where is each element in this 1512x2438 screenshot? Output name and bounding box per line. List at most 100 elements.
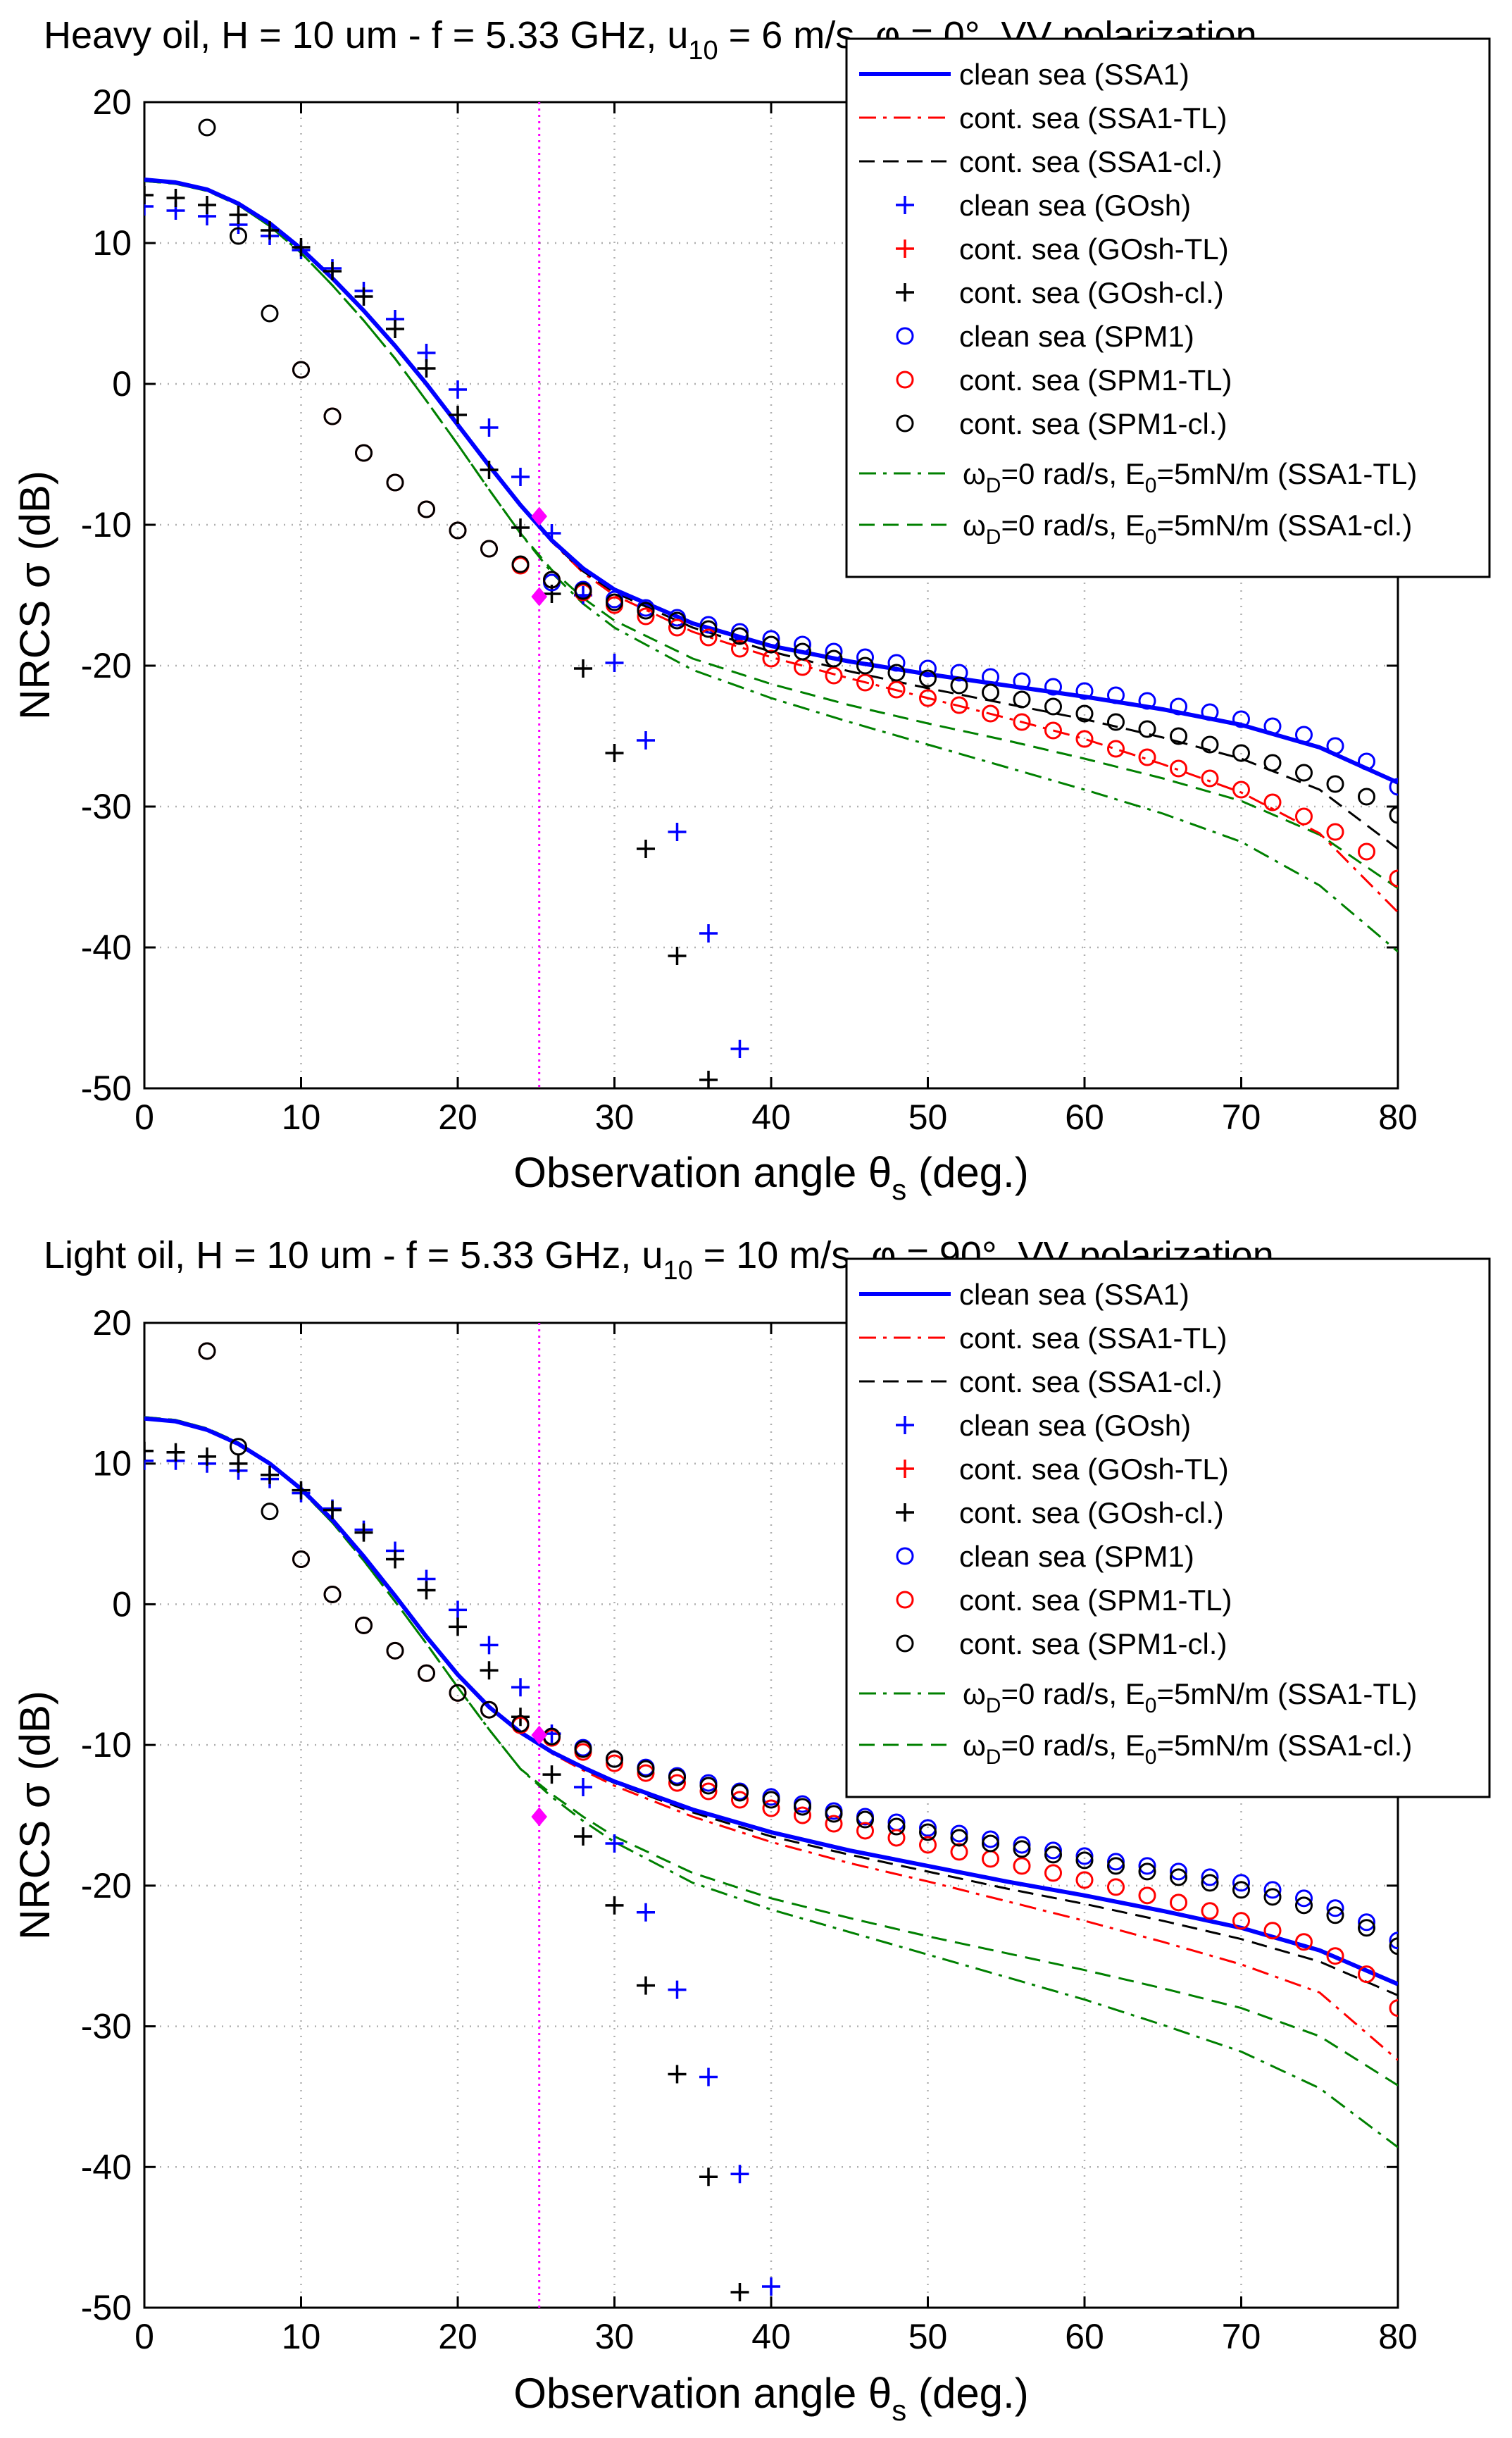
y-tick-label: -50 <box>81 1069 132 1108</box>
x-tick-label: 50 <box>908 2317 948 2356</box>
marker-circle-4 <box>856 648 874 666</box>
legend-box <box>845 37 1491 578</box>
marker-circle-6 <box>292 1550 310 1569</box>
legend: clean sea (SSA1) cont. sea (SSA1-TL) cont.… <box>845 37 1491 578</box>
marker-circle-4 <box>1389 1932 1398 1950</box>
marker-circle-6 <box>198 1342 216 1360</box>
marker-circle-6 <box>230 227 247 245</box>
marker-plus-3 <box>292 238 311 256</box>
marker-circle-5 <box>1358 1965 1375 1984</box>
marker-circle-6 <box>1295 764 1313 782</box>
marker-circle-5 <box>637 1764 655 1782</box>
marker-circle-5 <box>762 1799 780 1817</box>
x-tick-label: 0 <box>135 1097 154 1137</box>
marker-circle-6 <box>1263 754 1282 772</box>
marker-circle-6 <box>668 611 686 630</box>
marker-plus-3 <box>386 320 404 338</box>
marker-plus-3 <box>229 206 248 224</box>
marker-plus-3 <box>261 221 279 240</box>
x-tick-label: 50 <box>908 1097 948 1137</box>
y-tick-label: -10 <box>81 1725 132 1765</box>
legend-text: =5mN/m (SSA1-TL) <box>1156 1677 1417 1710</box>
legend-swatch-plus <box>896 283 914 301</box>
marker-plus-1 <box>668 1980 687 1999</box>
marker-circle-4 <box>1232 1874 1250 1892</box>
marker-circle-5 <box>1389 1999 1398 2017</box>
marker-plus-1 <box>144 1451 154 1470</box>
x-axis-label-sub: s <box>892 2394 906 2427</box>
marker-circle-6 <box>1389 1937 1398 1955</box>
legend-sub: D <box>986 1746 1001 1769</box>
x-tick-label: 80 <box>1378 2317 1418 2356</box>
marker-circle-5 <box>1263 1922 1282 1940</box>
marker-circle-4 <box>1044 678 1062 696</box>
marker-plus-3 <box>480 461 499 479</box>
marker-circle-5 <box>887 1829 906 1847</box>
legend-label: cont. sea (SSA1-TL) <box>959 101 1227 135</box>
marker-circle-6 <box>1389 806 1398 824</box>
marker-circle-6 <box>1326 1906 1344 1924</box>
marker-plus-1 <box>574 1778 592 1797</box>
marker-plus-1 <box>730 1040 749 1058</box>
marker-circle-4 <box>1107 1853 1125 1871</box>
marker-circle-4 <box>1138 1857 1156 1875</box>
marker-plus-3 <box>166 1443 185 1462</box>
marker-plus-1 <box>637 731 655 750</box>
y-axis-label: NRCS σ (dB) <box>11 1691 58 1940</box>
x-tick-label: 40 <box>751 2317 791 2356</box>
legend-label: cont. sea (GOsh-TL) <box>959 1453 1229 1486</box>
marker-plus-1 <box>637 1903 655 1922</box>
marker-circle-6 <box>856 1810 874 1829</box>
marker-circle-5 <box>1201 769 1219 788</box>
legend-swatch-plus <box>896 196 914 214</box>
legend-swatch-circle <box>896 371 914 389</box>
marker-circle-6 <box>323 1585 342 1603</box>
marker-plus-1 <box>511 1678 530 1697</box>
legend-label: cont. sea (GOsh-cl.) <box>959 1496 1224 1529</box>
marker-plus-1 <box>144 197 154 216</box>
series-line-5 <box>144 180 1398 890</box>
marker-circle-5 <box>606 1754 623 1772</box>
x-tick-label: 20 <box>438 1097 477 1137</box>
marker-plus-1 <box>511 468 530 486</box>
y-tick-label: 0 <box>112 364 132 404</box>
marker-circle-6 <box>1075 1851 1094 1870</box>
marker-circle-4 <box>1358 752 1375 771</box>
marker-plus-3 <box>144 186 154 204</box>
legend-sub: D <box>986 1694 1001 1717</box>
y-tick-label: -20 <box>81 646 132 685</box>
marker-circle-4 <box>982 1830 999 1848</box>
marker-circle-4 <box>887 654 906 672</box>
marker-circle-4 <box>1201 703 1219 721</box>
marker-plus-3 <box>417 359 436 378</box>
brewster-point <box>531 1807 548 1827</box>
marker-circle-6 <box>1170 727 1187 745</box>
legend-swatch-circle <box>896 1634 914 1653</box>
legend-label: cont. sea (SSA1-TL) <box>959 1321 1227 1355</box>
x-tick-label: 70 <box>1222 2317 1261 2356</box>
marker-circle-4 <box>1075 1847 1094 1865</box>
marker-plus-1 <box>542 524 561 542</box>
y-tick-label: -30 <box>81 787 132 826</box>
marker-plus-3 <box>511 518 530 537</box>
marker-circle-5 <box>794 1806 811 1824</box>
marker-circle-5 <box>731 640 749 658</box>
y-tick-label: -20 <box>81 1866 132 1905</box>
marker-circle-6 <box>637 1760 655 1778</box>
marker-circle-5 <box>1232 780 1250 799</box>
marker-plus-3 <box>323 262 342 280</box>
marker-circle-6 <box>794 642 811 661</box>
marker-plus-3 <box>637 1976 655 1995</box>
marker-plus-3 <box>605 744 624 762</box>
legend-swatch-circle <box>896 327 914 345</box>
x-tick-label: 10 <box>282 2317 321 2356</box>
marker-circle-4 <box>1013 672 1031 690</box>
marker-circle-6 <box>574 1740 592 1758</box>
marker-circle-5 <box>762 649 780 668</box>
x-tick-label: 30 <box>595 2317 635 2356</box>
legend-text: =0 rad/s, E <box>1001 1729 1144 1762</box>
y-tick-label: -10 <box>81 505 132 545</box>
marker-circle-4 <box>1263 1881 1282 1899</box>
marker-plus-3 <box>198 1447 216 1466</box>
marker-circle-4 <box>731 623 749 641</box>
